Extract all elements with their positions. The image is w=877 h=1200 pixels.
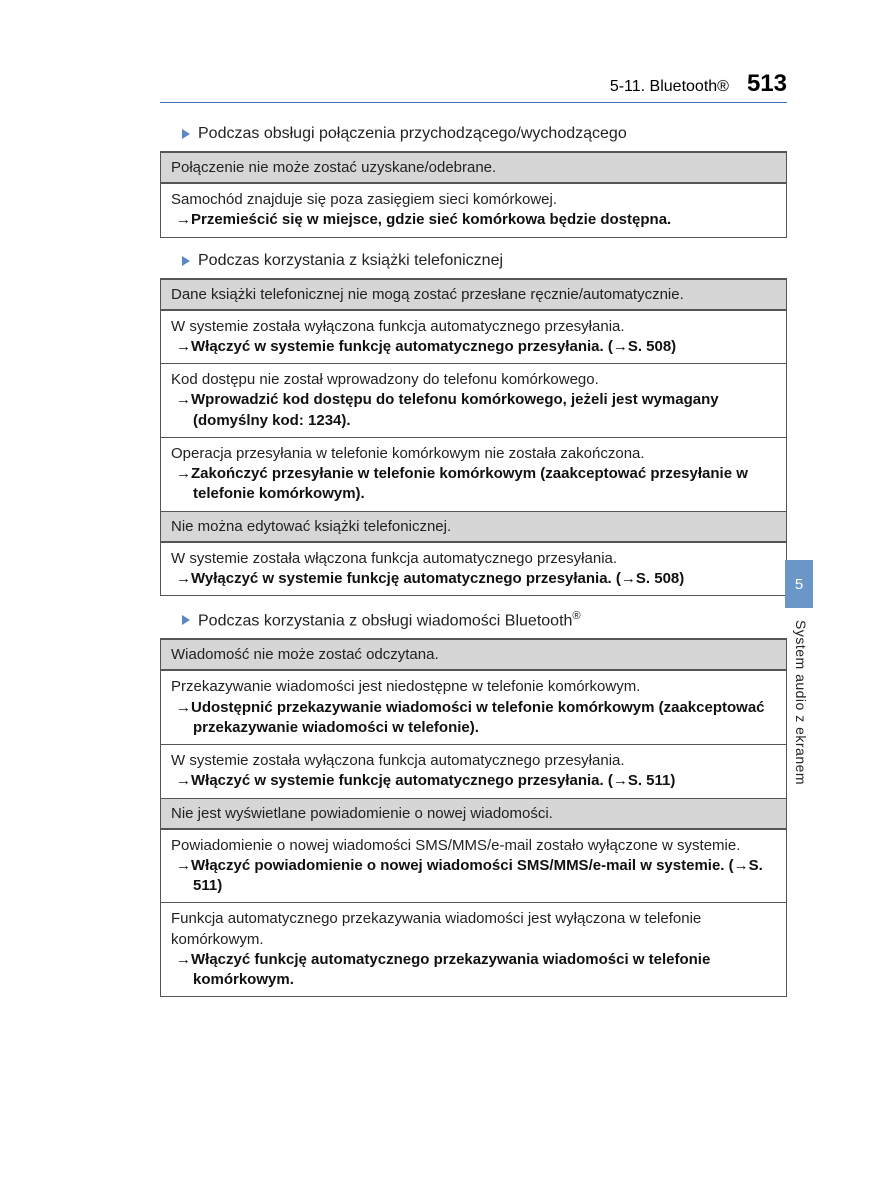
section-heading: Podczas obsługi połączenia przychodząceg… <box>182 125 787 143</box>
section-heading-text: Podczas korzystania z książki telefonicz… <box>198 252 503 270</box>
page-content: 5-11. Bluetooth® 513 Podczas obsługi poł… <box>0 0 877 1051</box>
section-heading-text: Podczas korzystania z obsługi wiadomości… <box>198 610 581 630</box>
solution-text: →Włączyć w systemie funkcję automatyczne… <box>171 771 776 791</box>
solution-text: →Zakończyć przesyłanie w telefonie komór… <box>171 464 776 505</box>
table-cell: Powiadomienie o nowej wiadomości SMS/MMS… <box>161 829 786 903</box>
page-number: 513 <box>747 70 787 98</box>
troubleshooting-table: Połączenie nie może zostać uzyskane/odeb… <box>160 151 787 238</box>
table-cell: Przekazywanie wiadomości jest niedostępn… <box>161 670 786 744</box>
solution-text: →Udostępnić przekazywanie wiadomości w t… <box>171 698 776 739</box>
table-cell: Kod dostępu nie został wprowadzony do te… <box>161 363 786 437</box>
table-header-row: Połączenie nie może zostać uzyskane/odeb… <box>161 152 786 183</box>
solution-text: →Wprowadzić kod dostępu do telefonu komó… <box>171 390 776 431</box>
chapter-tab-number: 5 <box>795 576 803 593</box>
cause-text: W systemie została wyłączona funkcja aut… <box>171 751 776 771</box>
header-rule <box>160 102 787 103</box>
triangle-icon <box>182 256 190 266</box>
triangle-icon <box>182 129 190 139</box>
chapter-tab: 5 <box>785 560 813 608</box>
table-cell: W systemie została włączona funkcja auto… <box>161 542 786 596</box>
table-cell: Operacja przesyłania w telefonie komórko… <box>161 437 786 511</box>
table-header-row: Nie można edytować książki telefonicznej… <box>161 511 786 542</box>
table-header-row: Dane książki telefonicznej nie mogą zost… <box>161 279 786 310</box>
cause-text: W systemie została wyłączona funkcja aut… <box>171 317 776 337</box>
section-heading: Podczas korzystania z książki telefonicz… <box>182 252 787 270</box>
table-cell: Samochód znajduje się poza zasięgiem sie… <box>161 183 786 237</box>
cause-text: Powiadomienie o nowej wiadomości SMS/MMS… <box>171 836 776 856</box>
table-header-row: Wiadomość nie może zostać odczytana. <box>161 639 786 670</box>
table-cell: W systemie została wyłączona funkcja aut… <box>161 310 786 364</box>
triangle-icon <box>182 615 190 625</box>
solution-text: →Włączyć funkcję automatycznego przekazy… <box>171 950 776 991</box>
table-header-row: Nie jest wyświetlane powiadomienie o now… <box>161 798 786 829</box>
cause-text: Operacja przesyłania w telefonie komórko… <box>171 444 776 464</box>
section-heading: Podczas korzystania z obsługi wiadomości… <box>182 610 787 630</box>
section-heading-text: Podczas obsługi połączenia przychodząceg… <box>198 125 627 143</box>
solution-text: →Włączyć w systemie funkcję automatyczne… <box>171 337 776 357</box>
page-header: 5-11. Bluetooth® 513 <box>160 70 787 98</box>
cause-text: Kod dostępu nie został wprowadzony do te… <box>171 370 776 390</box>
troubleshooting-table: Dane książki telefonicznej nie mogą zost… <box>160 278 787 597</box>
chapter-label: 5-11. Bluetooth® <box>610 78 729 96</box>
cause-text: Funkcja automatycznego przekazywania wia… <box>171 909 776 950</box>
table-cell: Funkcja automatycznego przekazywania wia… <box>161 902 786 996</box>
table-cell: W systemie została wyłączona funkcja aut… <box>161 744 786 798</box>
cause-text: Przekazywanie wiadomości jest niedostępn… <box>171 677 776 697</box>
chapter-side-label: System audio z ekranem <box>793 620 809 785</box>
troubleshooting-table: Wiadomość nie może zostać odczytana. Prze… <box>160 638 787 997</box>
solution-text: →Włączyć powiadomienie o nowej wiadomośc… <box>171 856 776 897</box>
solution-text: →Wyłączyć w systemie funkcję automatyczn… <box>171 569 776 589</box>
cause-text: Samochód znajduje się poza zasięgiem sie… <box>171 190 776 210</box>
cause-text: W systemie została włączona funkcja auto… <box>171 549 776 569</box>
solution-text: →Przemieścić się w miejsce, gdzie sieć k… <box>171 210 776 230</box>
